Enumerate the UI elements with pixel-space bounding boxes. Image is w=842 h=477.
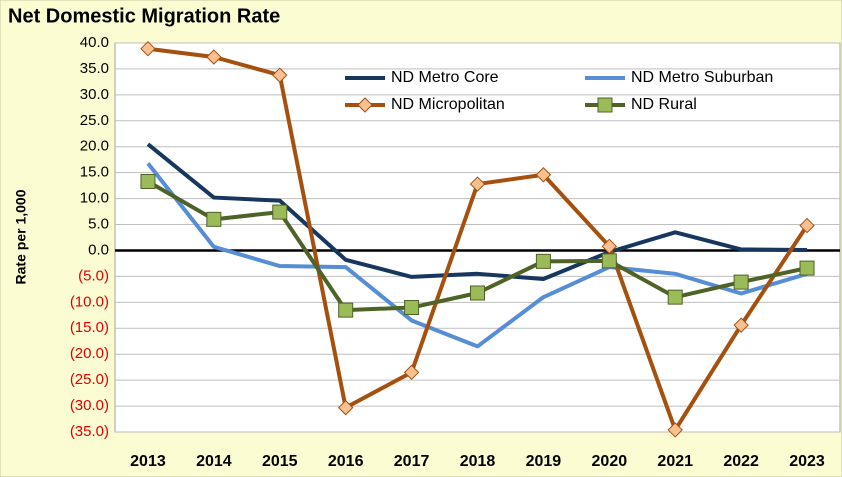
y-tick-label: (15.0): [70, 319, 109, 336]
x-tick-label: 2022: [723, 453, 759, 470]
marker: [733, 317, 749, 333]
marker: [667, 422, 683, 438]
marker: [338, 302, 354, 318]
x-tick-label: 2015: [262, 453, 298, 470]
x-tick-label: 2014: [196, 453, 232, 470]
y-tick-label: (30.0): [70, 397, 109, 414]
marker: [535, 253, 551, 269]
y-tick-label: 30.0: [80, 86, 109, 103]
x-tick-label: 2023: [789, 453, 825, 470]
y-tick-label: (35.0): [70, 423, 109, 440]
y-axis-label: Rate per 1,000: [13, 189, 29, 284]
marker: [470, 285, 485, 301]
marker: [140, 173, 156, 189]
y-tick-label: 15.0: [80, 164, 109, 181]
marker: [337, 399, 354, 416]
y-tick-label: 5.0: [88, 216, 109, 233]
marker: [597, 97, 613, 113]
legend-label: ND Rural: [631, 96, 697, 113]
marker: [206, 49, 222, 65]
y-tick-label: (25.0): [70, 371, 109, 388]
marker: [357, 97, 373, 113]
x-tick-label: 2013: [130, 453, 166, 470]
marker: [799, 260, 815, 276]
marker: [469, 176, 486, 192]
legend-label: ND Micropolitan: [391, 96, 505, 113]
x-tick-label: 2016: [328, 453, 364, 470]
marker: [667, 289, 683, 305]
plot-area: [114, 42, 841, 433]
x-tick-label: 2020: [592, 453, 628, 470]
marker: [535, 167, 552, 183]
y-tick-label: 40.0: [80, 34, 109, 51]
y-tick-label: (20.0): [70, 345, 109, 362]
x-tick-label: 2018: [460, 453, 496, 470]
marker: [404, 300, 420, 316]
y-tick-label: 25.0: [80, 112, 109, 129]
x-tick-label: 2019: [526, 453, 562, 470]
marker: [601, 238, 618, 255]
y-tick-label: 0.0: [88, 241, 109, 258]
y-tick-label: (5.0): [78, 267, 109, 284]
marker: [206, 211, 222, 227]
y-tick-label: 35.0: [80, 60, 109, 77]
y-tick-label: 20.0: [80, 138, 109, 155]
marker: [733, 274, 749, 290]
legend-label: ND Metro Core: [391, 69, 499, 86]
marker: [799, 217, 815, 234]
chart-title: Net Domestic Migration Rate: [8, 5, 280, 27]
series-line: [146, 142, 808, 281]
marker: [272, 67, 288, 83]
y-tick-label: 10.0: [80, 190, 109, 207]
series-line: [146, 162, 808, 349]
y-tick-label: (10.0): [70, 293, 109, 310]
x-tick-label: 2017: [394, 453, 430, 470]
marker: [140, 40, 156, 57]
marker: [601, 253, 617, 269]
x-tick-label: 2021: [657, 453, 693, 470]
marker: [403, 364, 420, 381]
legend-label: ND Metro Suburban: [631, 69, 773, 86]
marker: [272, 204, 288, 220]
